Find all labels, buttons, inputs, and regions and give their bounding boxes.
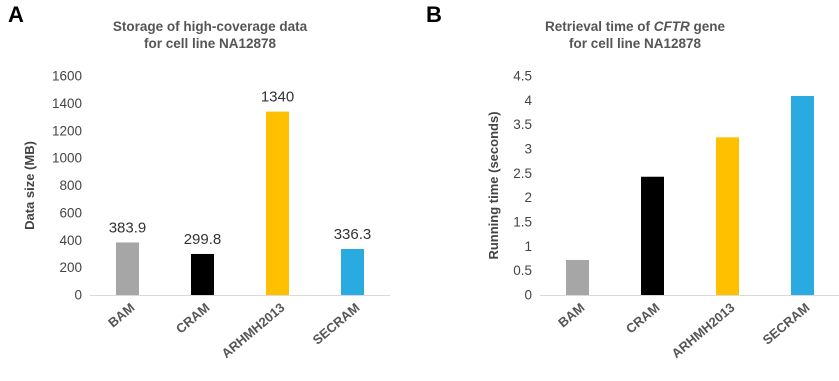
- bar: [191, 253, 214, 295]
- chart-title: Storage of high-coverage data for cell l…: [60, 18, 360, 52]
- x-tick-label: CRAM: [623, 300, 663, 337]
- bar: [266, 111, 289, 296]
- chart-title-line1: Storage of high-coverage data: [112, 19, 308, 34]
- x-tick-label: BAM: [105, 300, 137, 331]
- bar: [791, 95, 814, 295]
- x-tick-label: BAM: [555, 300, 587, 331]
- x-tick-label: CRAM: [173, 300, 213, 337]
- y-tick-label: 3: [524, 142, 532, 157]
- x-tick-label: ARHMH2013: [219, 300, 288, 361]
- bar: [716, 137, 739, 295]
- data-label: 1340: [261, 89, 294, 106]
- bar: [641, 176, 664, 295]
- chart-canvas: 0 200 400 600 800 1000 1200 1400 1600 383.9 BAM 299…: [22, 69, 390, 361]
- bar: [116, 242, 139, 295]
- chart-panel-a: A Storage of high-coverage data for cell…: [8, 2, 390, 361]
- y-tick-label: 2.5: [513, 166, 532, 181]
- bar: [341, 248, 364, 295]
- data-label: 336.3: [334, 226, 372, 243]
- y-tick-label: 0: [524, 288, 532, 303]
- x-tick-label: ARHMH2013: [669, 300, 738, 361]
- chart-panel-b: B Retrieval time of CFTR gene for cell l…: [420, 0, 839, 381]
- y-tick-label: 1.5: [513, 215, 532, 230]
- data-label: 299.8: [184, 231, 222, 248]
- data-label: 383.9: [109, 219, 147, 236]
- y-tick-label: 200: [59, 260, 82, 275]
- y-tick-label: 1600: [52, 69, 82, 84]
- x-tick-label: SECRAM: [760, 300, 813, 348]
- y-tick-label: 0: [74, 288, 82, 303]
- bar: [566, 259, 589, 295]
- title-gene: CFTR: [653, 19, 690, 34]
- y-tick-label: 400: [59, 233, 82, 248]
- chart-canvas: 0 0.5 1 1.5 2 2.5 3 3.5 4 4.5 BAM CRAM ARHMH2013 SECR…: [486, 69, 839, 361]
- title-text: Retrieval time of: [544, 19, 654, 34]
- y-tick-label: 4: [524, 93, 532, 108]
- y-tick-label: 1400: [52, 96, 82, 111]
- y-tick-label: 2: [524, 190, 532, 205]
- chart-subtitle: for cell line NA12878: [568, 36, 702, 51]
- y-tick-label: 1000: [52, 151, 82, 166]
- y-tick-label: 1: [524, 239, 532, 254]
- y-tick-label: 3.5: [513, 117, 532, 132]
- x-tick-label: SECRAM: [310, 300, 363, 348]
- chart-title: Retrieval time of CFTR gene for cell lin…: [480, 18, 790, 52]
- y-tick-label: 800: [59, 178, 82, 193]
- panel-letter: B: [426, 2, 442, 27]
- y-axis-label: Running time (seconds): [486, 111, 501, 259]
- panel-letter: A: [8, 2, 24, 27]
- y-axis-label: Data size (MB): [22, 141, 37, 230]
- y-tick-label: 600: [59, 205, 82, 220]
- chart-title-line1: Retrieval time of CFTR gene: [480, 18, 790, 35]
- y-tick-label: 0.5: [513, 263, 532, 278]
- y-tick-label: 1200: [52, 123, 82, 138]
- chart-subtitle: for cell line NA12878: [143, 36, 277, 51]
- title-suffix: gene: [689, 19, 726, 34]
- y-tick-label: 4.5: [513, 69, 532, 84]
